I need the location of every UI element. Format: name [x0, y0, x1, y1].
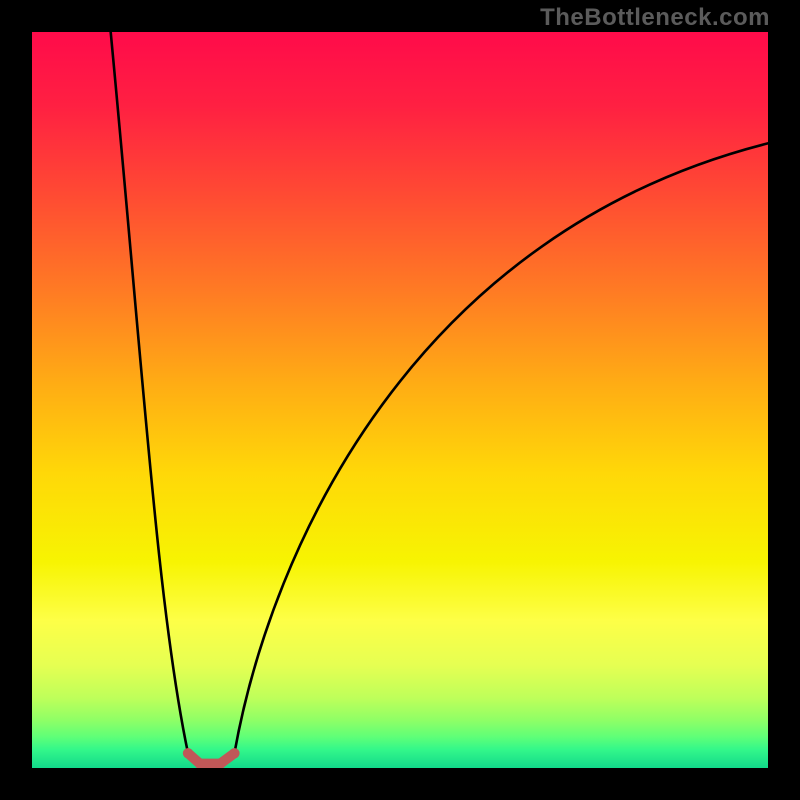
marker-point [229, 748, 239, 758]
chart-stage: TheBottleneck.com [0, 0, 800, 800]
gradient-background [32, 32, 768, 768]
watermark-text: TheBottleneck.com [540, 4, 770, 32]
bottleneck-chart [32, 32, 768, 768]
marker-point [183, 748, 193, 758]
